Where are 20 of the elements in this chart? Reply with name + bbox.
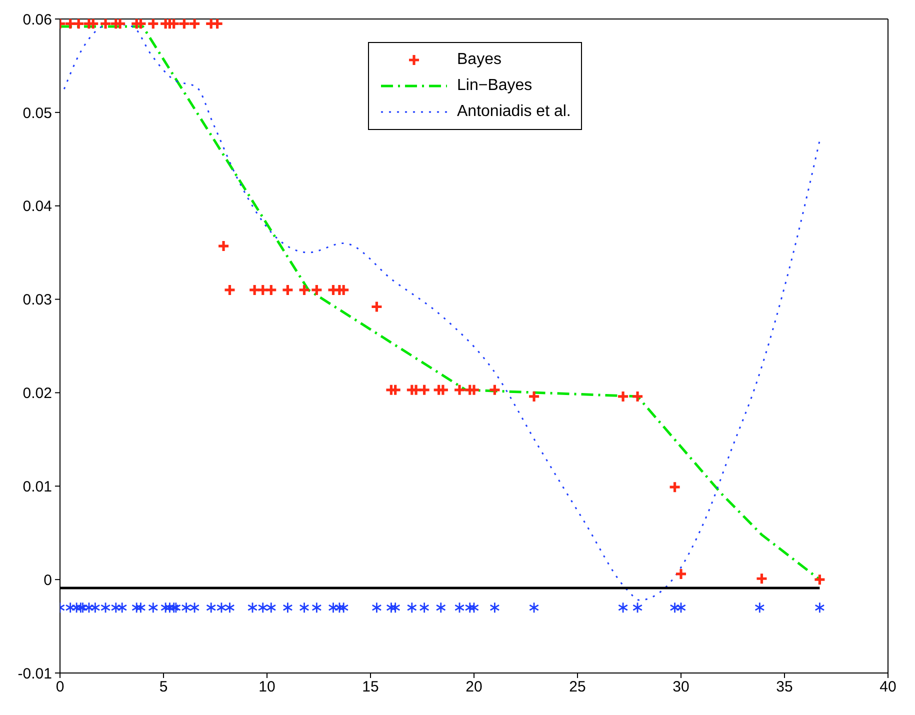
y-tick-label: 0.05: [22, 104, 52, 122]
y-tick-label: 0: [44, 572, 52, 589]
legend-label: Lin−Bayes: [457, 77, 532, 95]
y-tick-label: 0.01: [22, 478, 52, 496]
y-tick-label: -0.01: [18, 665, 52, 682]
x-tick-label: 0: [56, 678, 64, 696]
x-tick-label: 40: [880, 678, 896, 696]
x-tick-label: 35: [776, 678, 793, 696]
y-tick-label: 0.03: [22, 292, 52, 309]
x-tick-label: 25: [569, 678, 586, 696]
x-tick-label: 20: [466, 678, 482, 696]
y-tick-label: 0.04: [22, 198, 52, 216]
x-tick-label: 30: [672, 678, 690, 696]
x-tick-label: 10: [258, 678, 276, 696]
y-tick-label: 0.06: [22, 11, 52, 28]
y-tick-label: 0.02: [22, 385, 52, 402]
x-tick-label: 5: [159, 678, 168, 696]
legend-label: Bayes: [457, 51, 502, 69]
legend-label: Antoniadis et al.: [457, 103, 571, 121]
x-tick-label: 15: [362, 678, 379, 696]
